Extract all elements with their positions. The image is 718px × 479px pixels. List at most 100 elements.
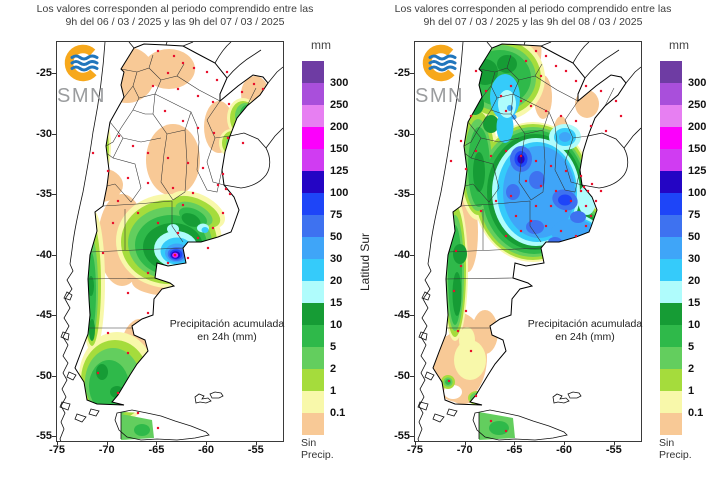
y-tick-mark <box>410 254 414 256</box>
annotation-line-1: Precipitación acumulada <box>169 318 285 330</box>
legend-color-block <box>660 83 682 105</box>
legend-value-label: 1 <box>688 385 695 397</box>
legend-color-block <box>302 303 324 325</box>
map-plot-area <box>414 41 642 442</box>
legend-color-block <box>660 413 682 435</box>
argentina-outline <box>432 43 627 406</box>
legend-color-scale <box>660 61 682 435</box>
station-dots <box>91 49 265 430</box>
legend-color-block <box>660 369 682 391</box>
x-tick-mark <box>415 441 416 445</box>
x-tick-mark <box>564 441 566 445</box>
y-tick-mark <box>410 436 414 438</box>
y-tick-label: -30 <box>36 127 52 140</box>
legend-value-label: 75 <box>330 209 343 221</box>
annotation-line-2: en 24h (mm) <box>555 331 615 343</box>
x-tick-label: -75 <box>407 444 423 456</box>
legend-color-block <box>660 325 682 347</box>
y-tick-label: -35 <box>394 188 410 201</box>
map-plot-area <box>56 41 284 442</box>
y-tick-label: -50 <box>36 369 52 382</box>
legend-value-label: 150 <box>330 143 349 155</box>
y-tick-mark <box>410 315 414 317</box>
argentina-precipitation-map <box>59 42 283 441</box>
country-borders-coastlines <box>59 42 283 441</box>
legend-value-label: 150 <box>688 143 707 155</box>
legend-color-block <box>660 171 682 193</box>
y-tick-label: -55 <box>36 430 52 443</box>
legend-color-block <box>660 391 682 413</box>
panel-title: Los valores corresponden al periodo comp… <box>0 3 350 29</box>
legend-color-block <box>302 413 324 435</box>
y-tick-label: -30 <box>394 127 410 140</box>
y-tick-label: -25 <box>36 67 52 79</box>
x-tick-label: -70 <box>98 444 115 456</box>
legend-no-precip-label-1: Sin <box>659 437 675 449</box>
province-borders <box>80 54 257 329</box>
x-tick-mark <box>255 441 257 445</box>
legend-color-block <box>660 237 682 259</box>
argentina-outline <box>74 43 269 406</box>
y-tick-mark <box>52 375 56 377</box>
legend-value-label: 125 <box>330 165 349 177</box>
legend-color-block <box>660 259 682 281</box>
x-tick-label: -60 <box>198 444 215 456</box>
legend-color-block <box>302 215 324 237</box>
legend-color-block <box>660 61 682 83</box>
legend-color-block <box>302 259 324 281</box>
legend-value-label: 20 <box>688 275 701 287</box>
legend-color-block <box>660 347 682 369</box>
y-axis-title: Latitud Sur <box>358 232 372 292</box>
legend-value-label: 2 <box>688 363 695 375</box>
province-borders <box>438 54 615 329</box>
legend-color-block <box>660 193 682 215</box>
title-line-2: 9h del 06 / 03 / 2025 y las 9h del 07 / … <box>65 16 285 28</box>
y-tick-mark <box>52 133 56 135</box>
legend-no-precip-label-2: Precip. <box>301 449 334 461</box>
legend-no-precip-label-1: Sin <box>301 437 317 449</box>
x-tick-mark <box>57 441 58 445</box>
legend-color-block <box>660 127 682 149</box>
y-tick-mark <box>52 254 56 256</box>
title-line-1: Los valores corresponden al periodo comp… <box>36 3 314 15</box>
precipitation-field <box>77 47 268 440</box>
legend-unit-label: mm <box>669 38 689 52</box>
legend-value-label: 100 <box>330 187 349 199</box>
y-tick-mark <box>52 73 56 74</box>
legend-color-block <box>302 105 324 127</box>
legend-color-block <box>660 281 682 303</box>
legend-value-label: 50 <box>688 231 701 243</box>
y-tick-label: -50 <box>394 369 410 382</box>
y-tick-label: -25 <box>394 67 410 79</box>
legend-color-block <box>302 193 324 215</box>
country-borders-coastlines <box>417 42 641 441</box>
x-tick-mark <box>613 441 615 445</box>
legend-value-label: 200 <box>330 121 349 133</box>
legend-value-label: 300 <box>330 77 349 89</box>
legend-value-label: 30 <box>330 253 343 265</box>
y-tick-label: -35 <box>36 188 52 201</box>
x-tick-mark <box>156 441 158 445</box>
legend-value-label: 50 <box>330 231 343 243</box>
legend-color-block <box>660 303 682 325</box>
y-tick-mark <box>52 315 56 317</box>
legend-value-label: 5 <box>330 341 337 353</box>
legend-value-label: 125 <box>688 165 707 177</box>
y-tick-mark <box>410 73 414 74</box>
y-tick-label: -40 <box>36 248 52 261</box>
legend-value-label: 15 <box>330 297 343 309</box>
y-tick-mark <box>410 194 414 196</box>
y-tick-label: -55 <box>394 430 410 443</box>
legend-value-label: 200 <box>688 121 707 133</box>
smn-logo-icon <box>60 44 106 86</box>
annotation-line-1: Precipitación acumulada <box>527 318 643 330</box>
station-dots <box>447 49 623 433</box>
title-line-2: 9h del 07 / 03 / 2025 y las 9h del 08 / … <box>423 16 643 28</box>
map-panel-left: Los valores corresponden al periodo comp… <box>0 0 358 479</box>
y-tick-label: -45 <box>394 309 410 322</box>
y-tick-label: -40 <box>394 248 410 261</box>
legend-value-label: 30 <box>688 253 701 265</box>
legend-color-block <box>302 281 324 303</box>
legend-color-block <box>302 369 324 391</box>
